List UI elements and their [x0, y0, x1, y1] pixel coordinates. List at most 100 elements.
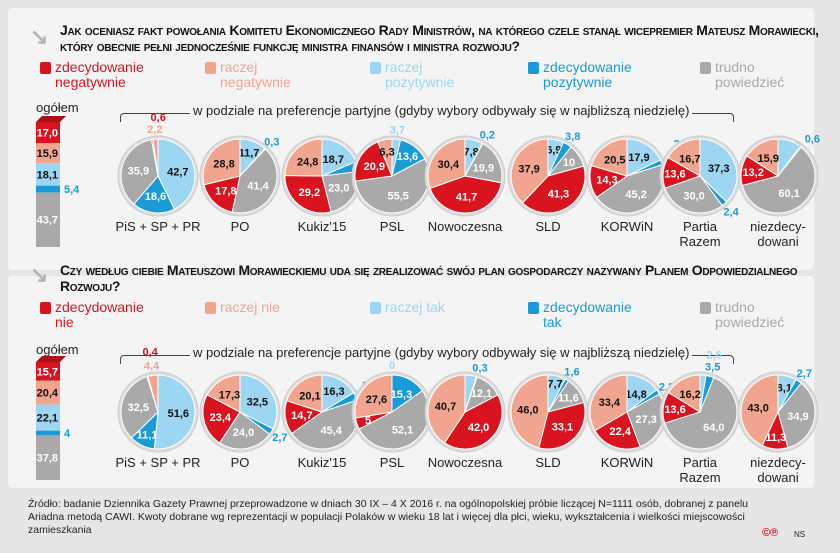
- pie-value: 42,7: [167, 166, 188, 178]
- pie-value: 32,5: [247, 396, 268, 408]
- pie-value: 20,5: [604, 155, 625, 167]
- overall-value: 15,7: [37, 366, 58, 378]
- pie-slice: [202, 138, 241, 186]
- overall-label-2: ogółem: [36, 342, 79, 357]
- pie-slice: [538, 401, 586, 450]
- legend-label: raczej tak: [385, 299, 445, 315]
- pie-slice: [443, 394, 503, 450]
- legend-label: zdecydowanie negatywnie: [55, 59, 144, 90]
- pie-value: 3,8: [565, 131, 580, 143]
- party-label: PSL: [379, 219, 405, 234]
- pie-value: 11,7: [239, 148, 260, 160]
- pie-value: 41,4: [247, 180, 269, 192]
- pie-slice: [153, 374, 196, 450]
- pie-value: 37,3: [708, 163, 729, 175]
- author-initials: NS: [794, 530, 806, 539]
- pie-value: 11,3: [765, 432, 786, 444]
- pie-slice: [664, 175, 724, 214]
- pie-value: 13,2: [742, 167, 763, 179]
- pie-slice: [218, 411, 271, 450]
- legend-label: trudno powiedzieć: [715, 299, 785, 330]
- legend-item: raczej negatywnie: [205, 60, 330, 90]
- overall-value: 43,7: [37, 215, 58, 227]
- legend-label: raczej pozytywnie: [385, 59, 455, 90]
- overall-value: 5,4: [64, 184, 80, 196]
- overall-value: 17,0: [37, 128, 58, 140]
- arrow-icon: ↘: [30, 24, 49, 49]
- legend-label: zdecydowanie nie: [55, 299, 144, 330]
- pie-value: 11,6: [558, 392, 579, 404]
- pie-value: 4,4: [144, 360, 160, 372]
- pie-value: 51,6: [168, 408, 189, 420]
- overall-value: 4: [64, 428, 71, 440]
- pie-slice: [746, 138, 779, 177]
- pie-value: 11,1: [137, 430, 158, 442]
- party-label: niezdecy- dowani: [750, 455, 806, 485]
- party-label: Partia Razem: [679, 219, 721, 249]
- overall-bar-segment: [36, 143, 60, 164]
- pie-value: 29,2: [299, 187, 320, 199]
- bar-top-face: [36, 116, 66, 122]
- pie-value: 0: [389, 360, 395, 372]
- pie-slice: [521, 165, 586, 214]
- pie-value: 7,8: [463, 147, 478, 159]
- party-label: PO: [230, 455, 250, 470]
- legend-item: zdecydowanie negatywnie: [40, 60, 165, 90]
- pie-value: 0,6: [805, 133, 820, 145]
- legend-swatch: [370, 302, 381, 314]
- pie-value: 2,7: [797, 368, 812, 380]
- pie-slice: [510, 138, 549, 204]
- pie-slice: [354, 374, 393, 419]
- pie-slice: [664, 377, 738, 450]
- legend-swatch: [40, 302, 51, 314]
- pie-value: 17,8: [215, 186, 236, 198]
- party-label: SLD: [535, 219, 561, 234]
- legend-item: zdecydowanie pozytywnie: [528, 60, 653, 90]
- legend-item: raczej pozytywnie: [370, 60, 495, 90]
- pie-value: 55,5: [388, 190, 409, 202]
- pie-value: 16,2: [679, 389, 700, 401]
- copyright-mark: ©℗: [762, 527, 779, 539]
- pie-slice: [626, 138, 662, 177]
- party-label: KORWiN: [600, 219, 654, 234]
- pie-value: 13,6: [664, 404, 685, 416]
- pie-value: 45,4: [321, 425, 343, 437]
- pie-value: 13,6: [397, 151, 418, 163]
- pie-value: 43,0: [747, 403, 768, 415]
- pie-value: 5: [365, 415, 371, 427]
- question-1-title: Jak oceniasz fakt powołania Komitetu Eko…: [60, 22, 819, 54]
- pie-value: 1,6: [564, 367, 579, 379]
- pie-value: 8,1: [777, 383, 792, 395]
- pie-slice: [239, 374, 278, 430]
- pie-value: 33,1: [552, 421, 573, 433]
- pie-value: 2,2: [147, 124, 162, 136]
- bar-top-face: [36, 356, 66, 362]
- pie-slice: [120, 376, 159, 439]
- pie-slice: [699, 138, 738, 203]
- pie-value: 46,0: [517, 404, 538, 416]
- overall-value: 18,1: [37, 169, 58, 181]
- pie-value: 41,3: [548, 188, 569, 200]
- party-label: Kukiz'15: [297, 455, 347, 470]
- pie-value: 0,3: [264, 136, 279, 148]
- pie-slice: [284, 138, 323, 177]
- pie-value: 20,1: [299, 391, 320, 403]
- legend-swatch: [700, 62, 711, 74]
- overall-value: 22,1: [37, 413, 58, 425]
- pie-slice: [152, 138, 159, 177]
- pie-value: 0,2: [480, 130, 495, 142]
- pie-value: 0,4: [143, 347, 159, 359]
- legend-swatch: [205, 302, 216, 314]
- legend-item: zdecydowanie nie: [40, 300, 165, 330]
- pie-value: 24,0: [233, 427, 254, 439]
- subtitle-1: w podziale na preferencje partyjne (gdyb…: [190, 103, 693, 118]
- pie-slice: [427, 374, 466, 444]
- pie-value: 16,3: [323, 386, 344, 398]
- pie-slice: [203, 175, 241, 213]
- pie-value: 30,0: [683, 190, 704, 202]
- pie-slice: [667, 374, 701, 413]
- overall-bar-segment: [36, 380, 60, 405]
- pie-value: 23,4: [210, 412, 232, 424]
- party-label: Nowoczesna: [427, 219, 503, 234]
